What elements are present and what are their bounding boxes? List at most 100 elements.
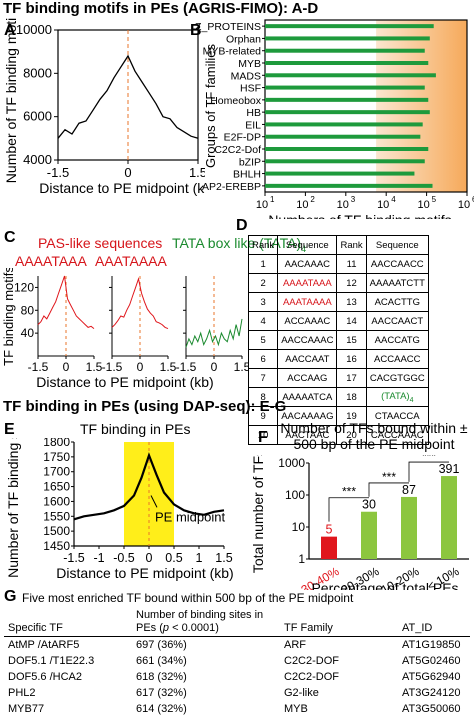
- col-header-family: TF Family: [280, 608, 398, 637]
- panel-e-ytick-label: 1800: [43, 438, 70, 449]
- panel-f-bar-value: 30: [362, 498, 376, 512]
- motif-rank: 2: [247, 273, 279, 293]
- panel-b-xtick-label: 10: [256, 199, 268, 211]
- motif-rank: 18: [336, 387, 367, 407]
- panel-b-axes-frame: [264, 19, 468, 193]
- panel-b-xtick-label: 10: [377, 199, 389, 211]
- panel-a-ytick-label: 10000: [16, 22, 52, 37]
- motif-sequence: AACCAACC: [365, 254, 429, 274]
- panel-c-ytick-label: 40: [21, 326, 35, 340]
- panel-b-category-label: MADS: [231, 70, 261, 82]
- panel-c-xtick-label: -1.5: [28, 360, 49, 374]
- tf-table-row: AtMP /AtARF5 697 (36%) ARF AT1G19850: [4, 637, 470, 654]
- panel-c-xtick-label: 1.5: [160, 360, 177, 374]
- panel-b-category-label: Orphan: [226, 33, 261, 45]
- motif-rank: 12: [336, 273, 367, 293]
- panel-f-bar-value: 87: [402, 483, 416, 497]
- panel-f-significance-stars: ***: [422, 455, 436, 463]
- panel-c-ylabel: TF binding motifs: [1, 268, 16, 366]
- motif-header-cell: Sequence: [277, 235, 338, 255]
- motif-rank: 14: [336, 311, 367, 331]
- panel-b-xtick-exponent: 1: [270, 195, 275, 204]
- panel-b-bar: [265, 24, 434, 29]
- panel-f-bar: [361, 511, 377, 559]
- tf-cell-id: AT3G50060: [402, 703, 461, 715]
- motif-sequence: AACAAAC: [277, 254, 338, 274]
- panel-c-xtick-label: 0: [63, 360, 70, 374]
- panel-a-ytick-label: 8000: [23, 65, 52, 80]
- motif-table-row: 7 ACCAAG 17 CACGTGGC: [247, 368, 429, 388]
- panel-c-xlabel: Distance to PE midpoint (kb): [36, 374, 213, 390]
- tf-table-row: PHL2 617 (32%) G2-like AT3G24120: [4, 685, 470, 701]
- panel-a-xtick-label: -1.5: [47, 165, 69, 180]
- motif-header-cell: Sequence: [365, 235, 429, 255]
- panel-c-xtick-label: -1.5: [176, 360, 197, 374]
- motif-table-row: 5 AACCAAAC 15 AACCATG: [247, 330, 429, 350]
- motif-table-row: 4 ACCAAAC 14 AACCAACT: [247, 311, 429, 331]
- tf-cell-family: ARF: [284, 639, 306, 651]
- panel-e-xtick-label: 0.5: [165, 551, 182, 565]
- panel-f-ytick-label: 10: [292, 520, 306, 534]
- panel-c-xtick-label: 1.5: [86, 360, 103, 374]
- motif-rank: 20: [336, 425, 367, 445]
- motif-rank: 8: [247, 387, 279, 407]
- panel-e-xtick-label: -1.5: [63, 551, 85, 565]
- panel-f-significance-bracket: [328, 497, 369, 522]
- motif-table-row: 1 AACAAAC 11 AACCAACC: [247, 254, 429, 274]
- panel-c-series-line: [37, 275, 95, 329]
- pas-seq-1: AAAATAAA: [15, 253, 87, 269]
- panel-label-a: A: [4, 22, 16, 39]
- motif-rank: 5: [247, 330, 279, 350]
- panel-c-ytick-label: 80: [21, 303, 35, 317]
- motif-rank: 1: [247, 254, 279, 274]
- panel-b-category-label: AP2-EREBP: [202, 181, 261, 193]
- panel-b-bar: [265, 85, 425, 90]
- panel-a-xtick-label: 0: [124, 165, 131, 180]
- panel-f-bar-value: 5: [326, 523, 333, 537]
- panel-g-title: Five most enriched TF bound within 500 b…: [22, 591, 354, 605]
- panel-b-xtick-exponent: 5: [432, 195, 437, 204]
- panel-f-bar: [401, 496, 417, 559]
- panel-a-ylabel: Number of TF binding motifs: [3, 18, 19, 183]
- panel-c-xtick-label: 0: [137, 360, 144, 374]
- motif-sequence: AACTAAC: [277, 425, 338, 445]
- panel-a-series-line: [57, 54, 199, 139]
- panel-e-annotation-arrow: [150, 495, 158, 508]
- col-header-id: AT_ID: [398, 608, 470, 637]
- panel-e-annotation: PE midpoint: [155, 509, 225, 524]
- panel-b-xtick-exponent: 3: [351, 195, 356, 204]
- motif-sequence: AACCAACT: [365, 311, 429, 331]
- tf-cell-family: G2-like: [284, 687, 319, 699]
- panel-e-ytick-label: 1700: [43, 465, 70, 479]
- panel-f-ytick-label: 100: [285, 488, 305, 502]
- panel-b-category-label: HSF: [240, 83, 261, 95]
- tf-table-row: MYB77 614 (32%) MYB AT3G50060: [4, 701, 470, 717]
- motif-rank: 6: [247, 349, 279, 369]
- tf-cell-tf: PHL2: [8, 687, 36, 699]
- panel-b-ylabel: Groups of TF families: [203, 43, 218, 168]
- motif-table-row: 3 AAATAAAA 13 ACACTTG: [247, 292, 429, 312]
- panel-b-category-label: MYB: [238, 58, 261, 70]
- motif-sequence: CACCAAAC: [365, 425, 429, 445]
- motif-rank: 17: [336, 368, 367, 388]
- panel-f-ylabel: Total number of TFs: [250, 455, 266, 573]
- panel-f-significance-stars: ***: [342, 485, 356, 499]
- motif-sequence: ACCAACC: [365, 349, 429, 369]
- tf-cell-id: AT1G19850: [402, 639, 461, 651]
- tf-cell-sites: 614 (32%): [136, 703, 187, 715]
- panel-b-chart: VOZ_PROTEINSOrphanMYB-relatedMYBMADSHSFH…: [195, 19, 474, 219]
- panel-b-category-label: C2C2-Dof: [214, 144, 261, 156]
- panel-e-ytick-label: 1600: [43, 494, 70, 508]
- motif-table-row: 10 AACTAAC 20 CACCAAAC: [247, 425, 429, 445]
- motif-sequence: AACCAAT: [277, 349, 338, 369]
- panel-label-g: G: [4, 588, 17, 605]
- tf-cell-family: MYB: [284, 703, 308, 715]
- panel-f-significance-bracket: [368, 482, 409, 497]
- motif-header-cell: Rank: [247, 235, 279, 255]
- motif-rank: 7: [247, 368, 279, 388]
- motif-sequence: ACCAAG: [277, 368, 338, 388]
